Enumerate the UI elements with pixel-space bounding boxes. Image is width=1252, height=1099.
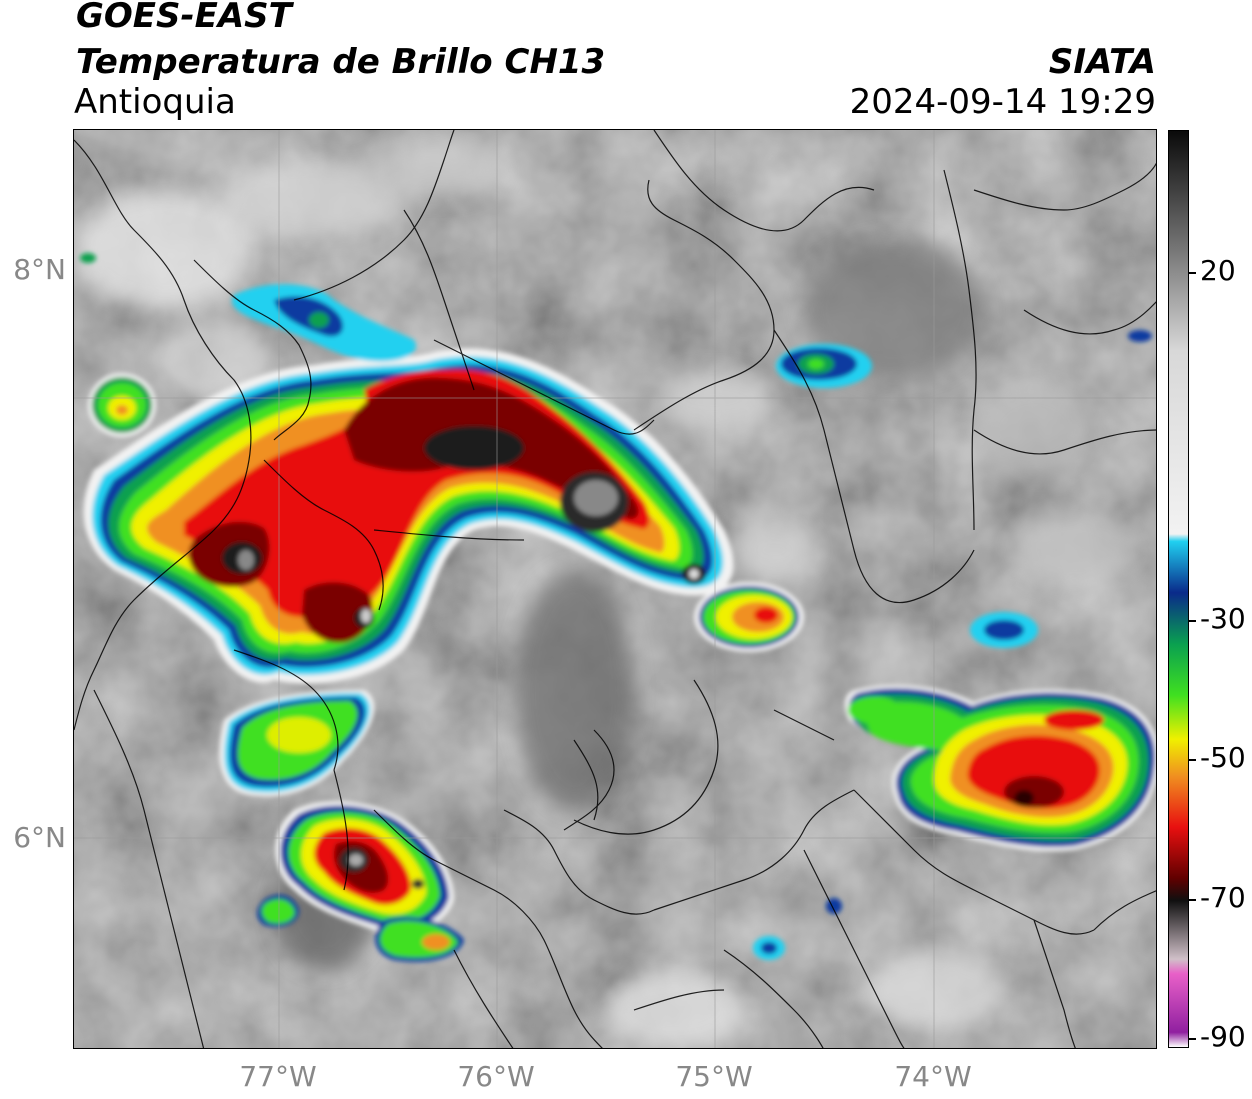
satellite-map[interactable]: [73, 129, 1157, 1049]
colorbar-tick: [1189, 899, 1196, 901]
colorbar-tick: [1189, 620, 1196, 622]
lat-label-6n: 6°N: [13, 821, 66, 854]
colorbar-label-20: 20: [1200, 254, 1236, 287]
colorbar: [1168, 130, 1189, 1048]
satellite-title: GOES-EAST: [76, 0, 292, 36]
colorbar-label-minus50: -50: [1200, 741, 1246, 774]
colorbar-tick: [1189, 1038, 1196, 1040]
colorbar-tick: [1189, 759, 1196, 761]
lon-label-76w: 76°W: [457, 1060, 535, 1093]
map-image: [74, 130, 1156, 1048]
lat-label-8n: 8°N: [13, 253, 66, 286]
agency-label: SIATA: [1048, 42, 1156, 82]
colorbar-label-minus30: -30: [1200, 602, 1246, 635]
colorbar-label-minus90: -90: [1200, 1020, 1246, 1053]
product-title: Temperatura de Brillo CH13: [76, 42, 606, 82]
colorbar-label-minus70: -70: [1200, 881, 1246, 914]
datetime-label: 2024-09-14 19:29: [849, 82, 1156, 122]
lon-label-77w: 77°W: [239, 1060, 317, 1093]
region-label: Antioquia: [74, 82, 236, 122]
lon-label-75w: 75°W: [675, 1060, 753, 1093]
colorbar-tick: [1189, 272, 1196, 274]
lon-label-74w: 74°W: [894, 1060, 972, 1093]
